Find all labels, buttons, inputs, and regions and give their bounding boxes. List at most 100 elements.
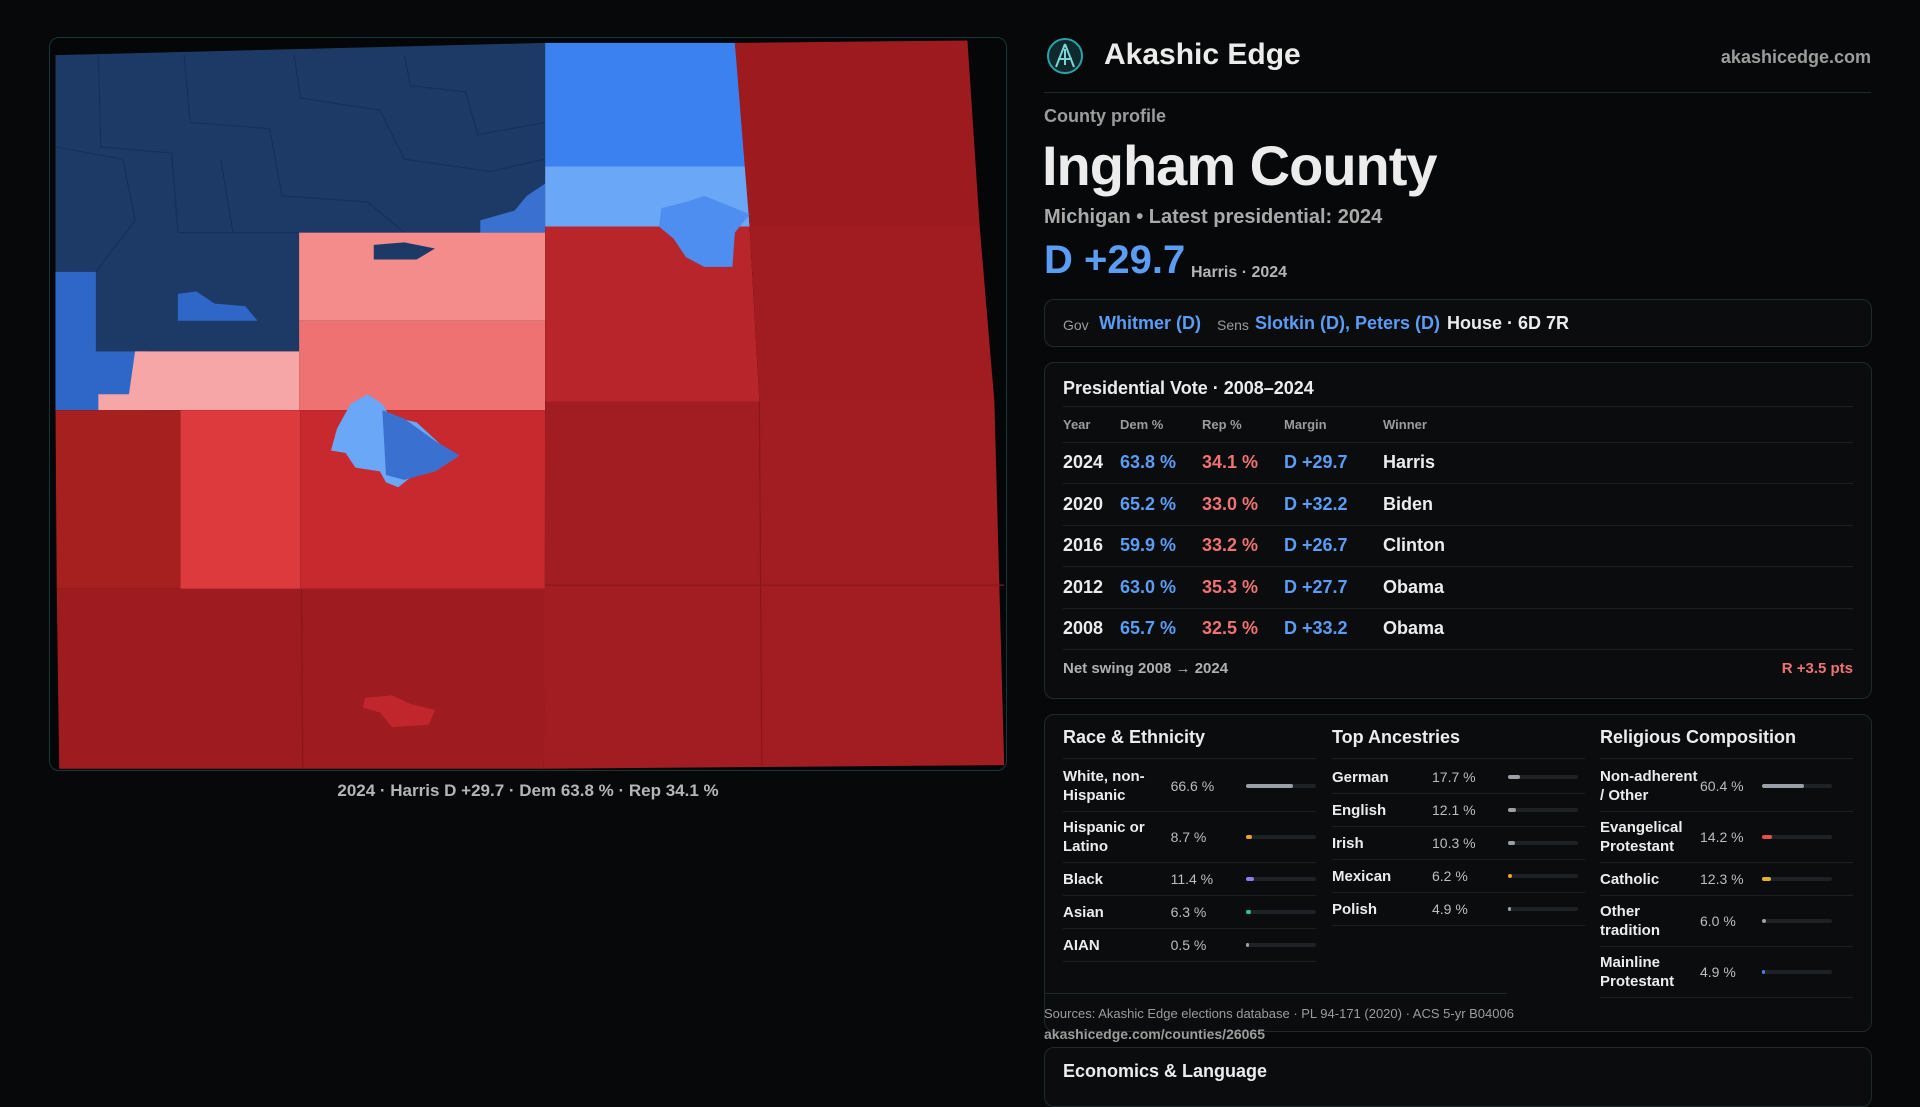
demographic-label: Evangelical Protestant: [1600, 819, 1683, 855]
cell: 2016: [1063, 535, 1104, 555]
divider: [1063, 406, 1853, 407]
table-row: 2020 65.2 % 33.0 % D +32.2 Biden: [1063, 484, 1853, 526]
demographic-row: Irish 10.3 %: [1332, 827, 1585, 860]
county-map[interactable]: [50, 38, 1006, 770]
bar-track: [1246, 943, 1316, 947]
demographic-label: Mexican: [1332, 867, 1392, 885]
demographic-value: 10.3 %: [1432, 835, 1476, 851]
bar: [1762, 784, 1805, 788]
cell: 59.9 %: [1120, 535, 1177, 555]
column-title: Religious Composition: [1600, 727, 1853, 759]
swing-label: Net swing 2008 → 2024: [1063, 660, 1229, 677]
source-url[interactable]: akashicedge.com/counties/26065: [1044, 1026, 1265, 1042]
cell: Obama: [1383, 618, 1445, 638]
region: [373, 242, 435, 260]
panel-title: Economics & Language: [1063, 1061, 1268, 1081]
panel-title: Presidential Vote · 2008–2024: [1063, 378, 1314, 398]
sources: Sources: Akashic Edge elections database…: [1044, 1006, 1514, 1021]
cell: 2020: [1063, 493, 1104, 514]
region: [734, 40, 980, 227]
bar-track: [1762, 877, 1832, 881]
demographic-label: Hispanic or Latino: [1063, 819, 1145, 855]
sens: Slotkin (D), Peters (D): [1255, 313, 1441, 333]
brand-name: Akashic Edge: [1104, 38, 1301, 71]
logo: [1047, 38, 1083, 74]
table-row: 2024 63.8 % 34.1 % D +29.7 Harris: [1063, 442, 1853, 484]
cell: D +32.2: [1284, 493, 1348, 514]
economics-panel[interactable]: Economics & Language: [1044, 1047, 1872, 1107]
bar-track: [1508, 808, 1578, 812]
cell: 33.2 %: [1202, 535, 1259, 555]
bar: [1508, 907, 1512, 911]
demographic-label: AIAN: [1063, 936, 1100, 954]
subtitle: Michigan • Latest presidential: 2024: [1044, 206, 1383, 228]
column-title: Race & Ethnicity: [1063, 727, 1316, 759]
brand-site[interactable]: akashicedge.com: [1720, 47, 1871, 67]
demographic-value: 66.6 %: [1170, 778, 1215, 794]
region: [55, 410, 181, 589]
bar-track: [1762, 784, 1832, 788]
officials-panel: Gov Whitmer (D) Sens Slotkin (D), Peters…: [1044, 299, 1872, 347]
demographic-value: 12.3 %: [1700, 871, 1744, 887]
demographic-row: Asian 6.3 %: [1063, 896, 1316, 929]
demographic-label: Polish: [1332, 900, 1378, 918]
demographic-label: Black: [1063, 870, 1104, 888]
demographic-value: 6.3 %: [1170, 904, 1207, 920]
region: [545, 226, 760, 402]
presidential-panel: Presidential Vote · 2008–2024 Net swing …: [1044, 362, 1872, 699]
headline-margin: D +29.7: [1044, 238, 1186, 282]
region: [299, 232, 546, 321]
bar: [1246, 784, 1293, 788]
region: [362, 695, 435, 728]
sens-label: Sens: [1217, 317, 1249, 333]
demographic-label: Non-adherent / Other: [1600, 768, 1698, 804]
demographic-row: Evangelical Protestant 14.2 %: [1600, 812, 1853, 863]
swing-value: R +3.5 pts: [1781, 660, 1853, 677]
cell: 2008: [1063, 618, 1104, 638]
demographic-value: 6.2 %: [1432, 868, 1468, 884]
demographic-column: Religious Composition Non-adherent / Othe…: [1600, 727, 1853, 998]
demographic-row: Non-adherent / Other 60.4 %: [1600, 761, 1853, 812]
column-title: Top Ancestries: [1332, 727, 1585, 759]
table-header: Year Dem % Rep % Margin Winner: [1063, 408, 1853, 443]
boundary-lines: [300, 401, 1005, 769]
demographic-value: 14.2 %: [1700, 829, 1744, 845]
cell: D +29.7: [1284, 452, 1348, 472]
bar: [1246, 943, 1250, 947]
cell: 2024: [1063, 452, 1104, 472]
demographic-row: AIAN 0.5 %: [1063, 929, 1316, 962]
table-row: 2012 63.0 % 35.3 % D +27.7 Obama: [1063, 567, 1853, 609]
bar: [1762, 877, 1771, 881]
demographic-value: 60.4 %: [1700, 778, 1744, 794]
demographic-label: Irish: [1332, 834, 1364, 852]
page: 2024 · Harris D +29.7 · Dem 63.8 % · Rep…: [49, 37, 1872, 1107]
bar-track: [1246, 877, 1316, 881]
demographic-label: White, non-Hispanic: [1063, 768, 1145, 804]
demographic-row: English 12.1 %: [1332, 794, 1585, 827]
cell: Biden: [1383, 493, 1434, 514]
demographic-label: Mainline Protestant: [1600, 954, 1675, 990]
demographic-label: English: [1332, 801, 1387, 819]
cell: Obama: [1383, 576, 1445, 597]
column-header: Winner: [1383, 417, 1427, 432]
cell: 65.7 %: [1120, 618, 1177, 638]
table-row: 2008 65.7 % 32.5 % D +33.2 Obama: [1063, 608, 1853, 650]
column-header: Margin: [1284, 417, 1327, 432]
demographic-row: Catholic 12.3 %: [1600, 863, 1853, 896]
column-header: Year: [1063, 417, 1091, 432]
demographic-label: Asian: [1063, 903, 1104, 921]
region: [56, 588, 546, 769]
kicker: County profile: [1044, 106, 1166, 126]
demographic-row: Polish 4.9 %: [1332, 893, 1585, 926]
demographic-row: Hispanic or Latino 8.7 %: [1063, 812, 1316, 863]
cell: 63.8 %: [1120, 452, 1177, 472]
demographic-column: Race & Ethnicity White, non-Hispanic 66.6 …: [1063, 727, 1316, 962]
bar-track: [1762, 970, 1832, 974]
cell: 65.2 %: [1120, 493, 1177, 514]
column-header: Rep %: [1202, 417, 1242, 432]
column-header: Dem %: [1120, 417, 1164, 432]
demographic-value: 17.7 %: [1432, 769, 1476, 785]
bar: [1508, 775, 1521, 779]
region: [55, 271, 148, 411]
bar-track: [1508, 907, 1578, 911]
